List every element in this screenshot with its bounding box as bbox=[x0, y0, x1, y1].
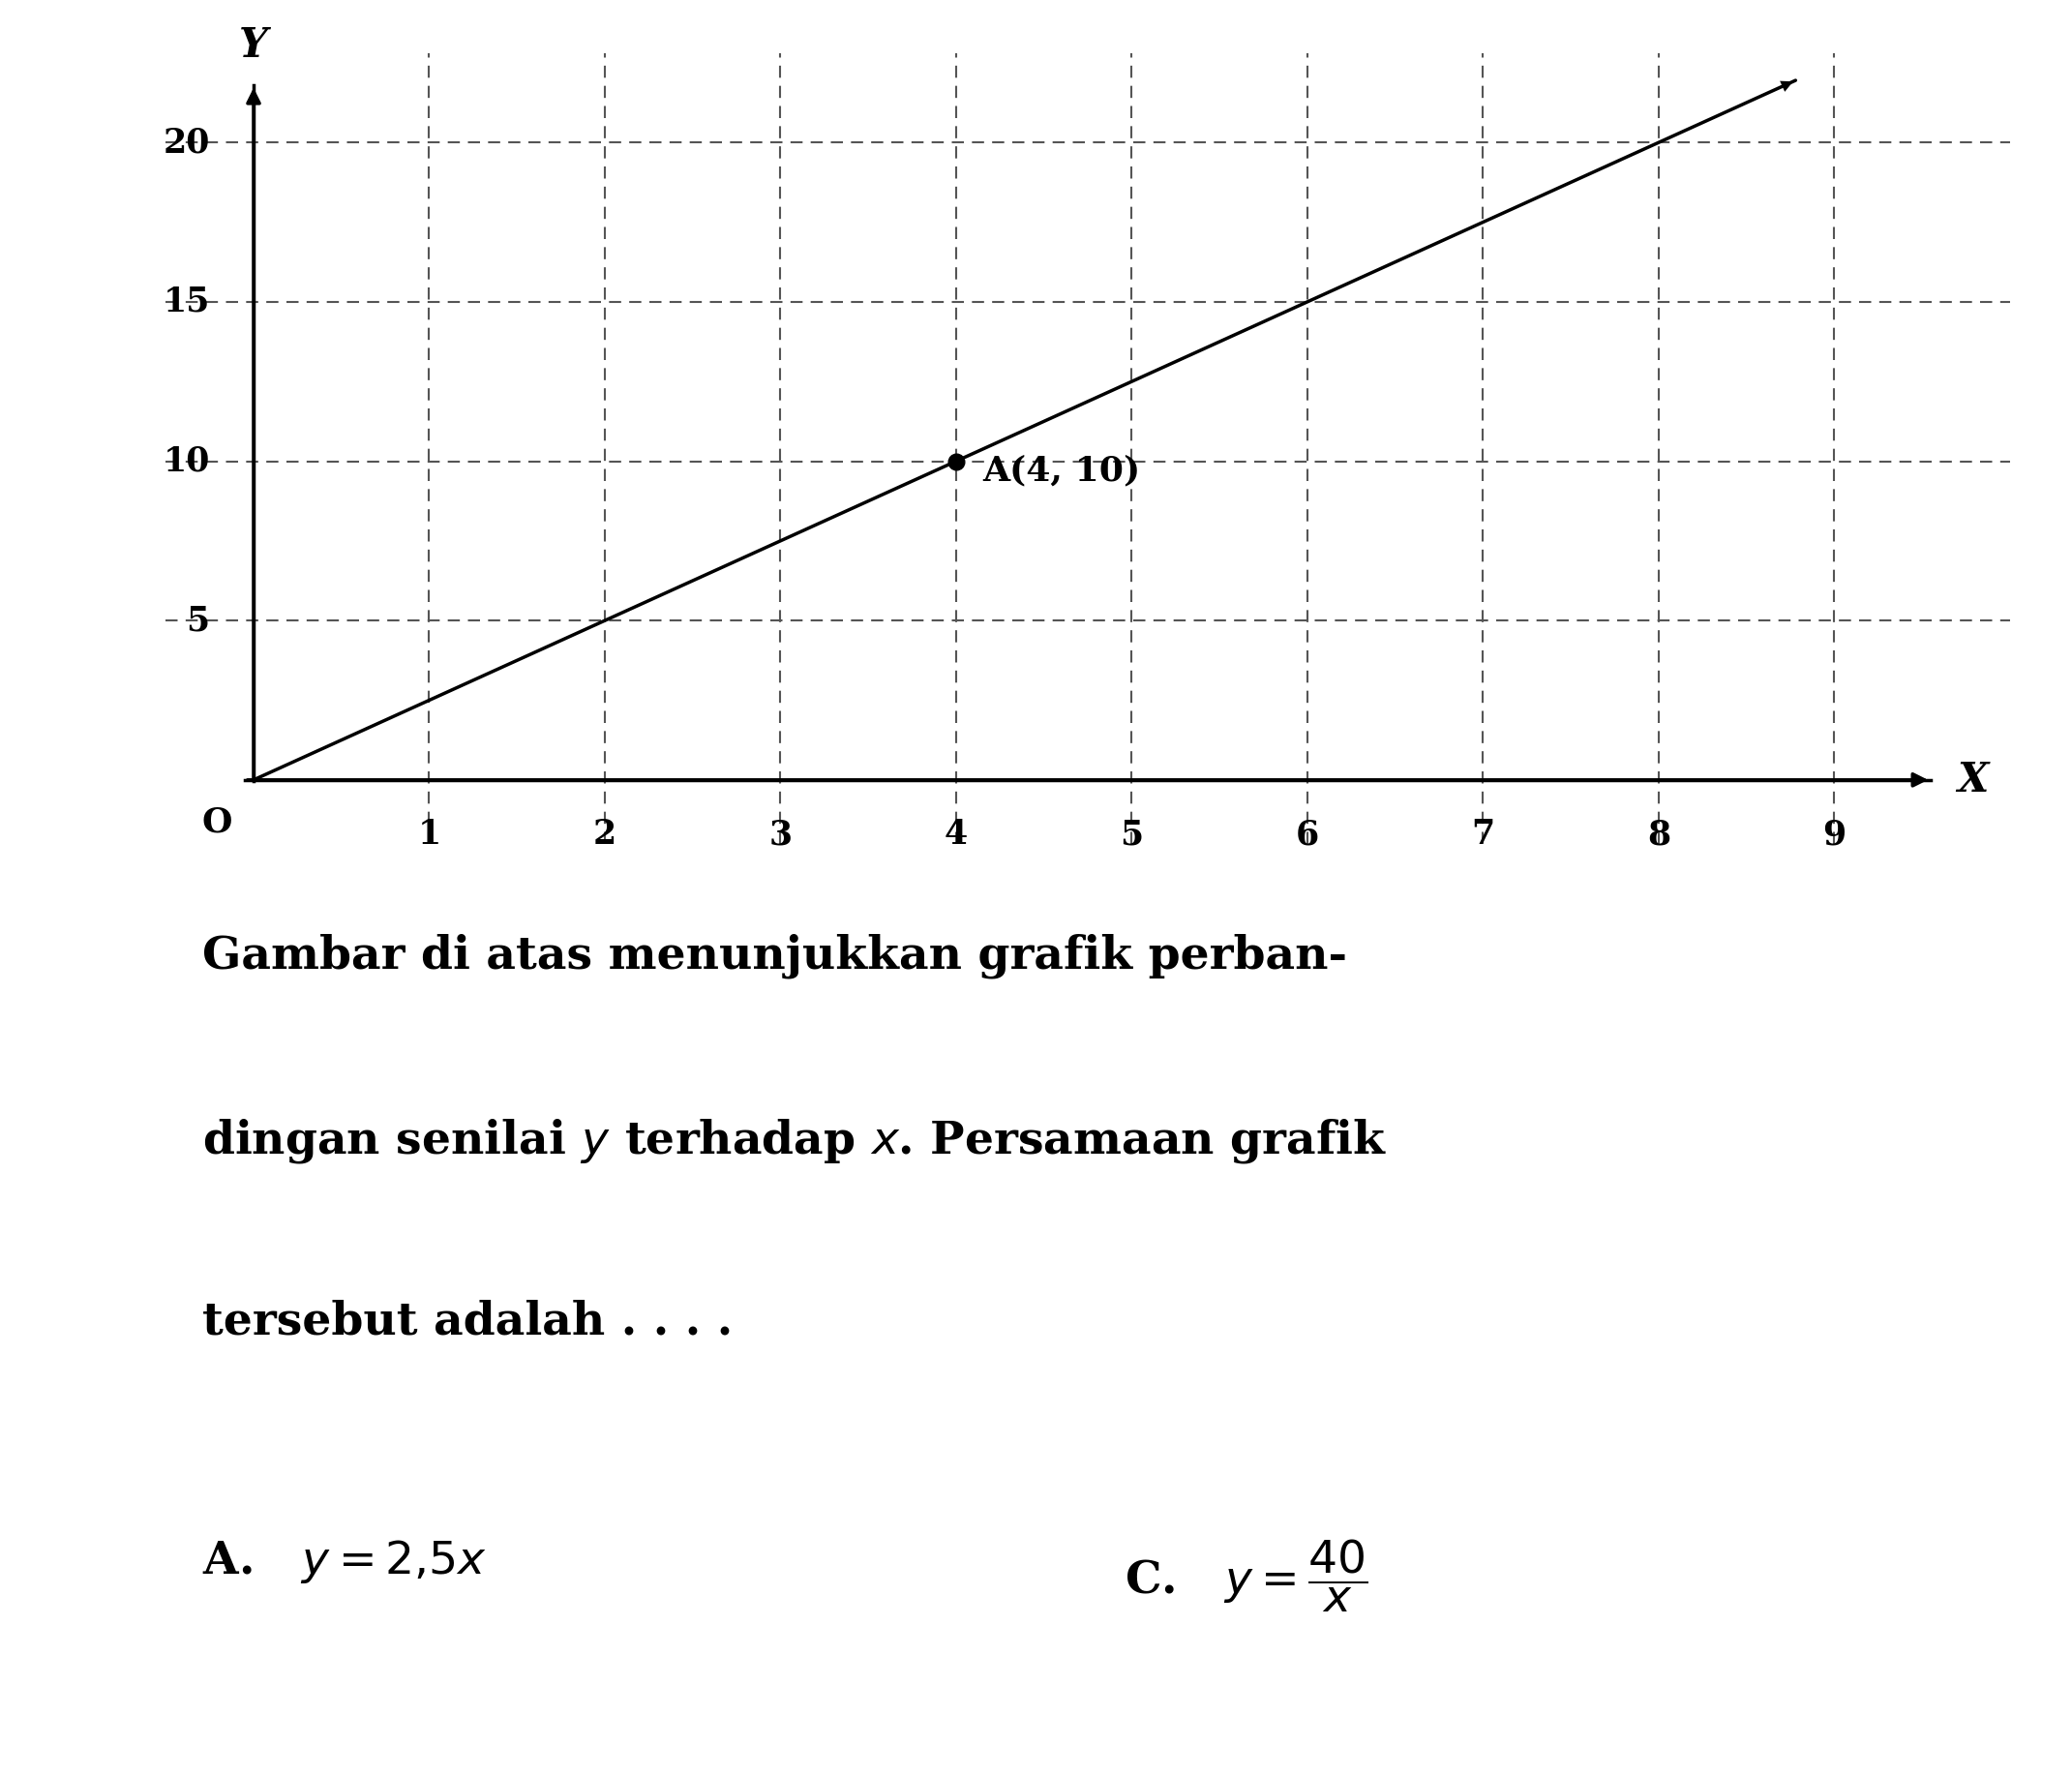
Text: 8: 8 bbox=[1647, 819, 1670, 851]
Text: 2: 2 bbox=[593, 819, 617, 851]
Text: 5: 5 bbox=[186, 604, 209, 638]
Text: 5: 5 bbox=[1121, 819, 1144, 851]
Text: A(4, 10): A(4, 10) bbox=[982, 455, 1140, 487]
Text: 3: 3 bbox=[769, 819, 792, 851]
Text: 20: 20 bbox=[164, 126, 209, 160]
Text: O: O bbox=[203, 805, 232, 838]
Text: 7: 7 bbox=[1471, 819, 1494, 851]
Text: 9: 9 bbox=[1823, 819, 1846, 851]
Text: dingan senilai $y$ terhadap $x$. Persamaan grafik: dingan senilai $y$ terhadap $x$. Persama… bbox=[203, 1117, 1388, 1165]
Text: 6: 6 bbox=[1295, 819, 1320, 851]
Text: A.   $y = 2{,}5x$: A. $y = 2{,}5x$ bbox=[203, 1538, 487, 1584]
Text: C.   $y = \dfrac{40}{x}$: C. $y = \dfrac{40}{x}$ bbox=[1125, 1538, 1368, 1614]
Text: tersebut adalah . . . .: tersebut adalah . . . . bbox=[203, 1300, 733, 1344]
Text: 10: 10 bbox=[164, 444, 209, 478]
Text: 15: 15 bbox=[164, 286, 209, 318]
Text: 1: 1 bbox=[416, 819, 441, 851]
Text: Y: Y bbox=[238, 25, 267, 66]
Text: Gambar di atas menunjukkan grafik perban-: Gambar di atas menunjukkan grafik perban… bbox=[203, 934, 1347, 979]
Text: X: X bbox=[1958, 760, 1989, 801]
Text: 4: 4 bbox=[945, 819, 968, 851]
